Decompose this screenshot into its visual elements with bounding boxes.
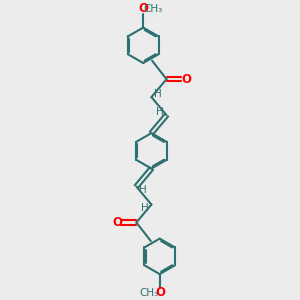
Text: H: H (154, 89, 162, 99)
Text: O: O (155, 286, 165, 299)
Text: H: H (141, 203, 149, 213)
Text: O: O (139, 2, 149, 16)
Text: O: O (112, 216, 122, 229)
Text: H: H (156, 107, 164, 117)
Text: H: H (139, 185, 146, 195)
Text: O: O (181, 73, 191, 86)
Text: CH₃: CH₃ (144, 4, 163, 14)
Text: CH₃: CH₃ (140, 288, 159, 298)
